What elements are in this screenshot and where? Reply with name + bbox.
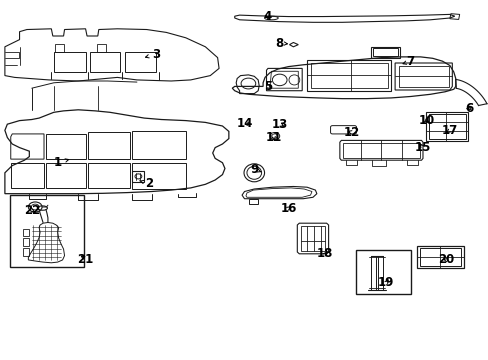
Text: 13: 13 — [271, 118, 287, 131]
Text: 17: 17 — [441, 124, 457, 137]
Text: 14: 14 — [236, 117, 252, 130]
Text: 15: 15 — [414, 141, 430, 154]
Text: 9: 9 — [250, 163, 261, 176]
Text: 16: 16 — [280, 202, 296, 215]
Text: 21: 21 — [77, 253, 94, 266]
Text: 5: 5 — [264, 80, 271, 93]
Text: 2: 2 — [140, 177, 153, 190]
Text: 7: 7 — [402, 55, 414, 68]
Text: 18: 18 — [316, 247, 333, 260]
Text: 8: 8 — [275, 37, 287, 50]
Text: 6: 6 — [465, 102, 472, 114]
Text: 4: 4 — [264, 10, 271, 23]
Text: 22: 22 — [23, 204, 40, 217]
Text: 10: 10 — [417, 114, 434, 127]
Text: 11: 11 — [265, 131, 282, 144]
Text: 12: 12 — [343, 126, 360, 139]
Text: 20: 20 — [437, 253, 453, 266]
Text: 19: 19 — [377, 276, 394, 289]
Text: 3: 3 — [145, 48, 160, 60]
Text: 1: 1 — [54, 156, 68, 169]
